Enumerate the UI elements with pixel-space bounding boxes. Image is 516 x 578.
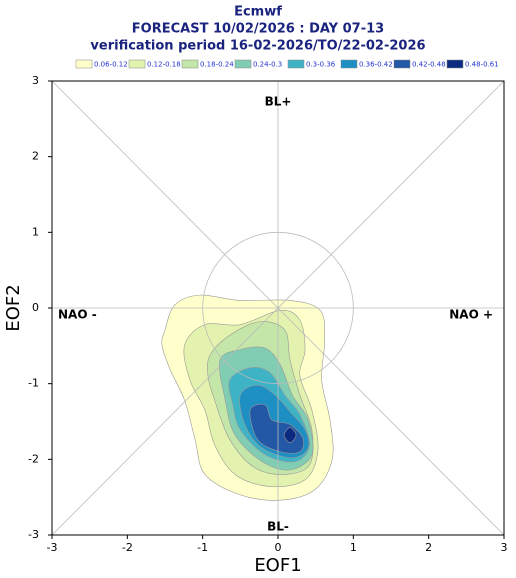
y-tick-label: -2 — [28, 452, 39, 465]
legend-label: 0.18-0.24 — [200, 61, 234, 69]
annotation: BL- — [267, 520, 289, 534]
legend-swatch — [75, 59, 93, 69]
legend-label: 0.12-0.18 — [147, 61, 181, 69]
period: verification period 16-02-2026/TO/22-02-… — [90, 39, 425, 54]
legend-label: 0.48-0.61 — [465, 61, 499, 69]
y-tick-label: 0 — [32, 301, 39, 314]
x-axis-label: EOF1 — [254, 555, 301, 576]
y-tick-label: -3 — [28, 528, 39, 541]
y-tick-label: 3 — [32, 74, 39, 87]
legend-label: 0.36-0.42 — [359, 61, 393, 69]
x-tick-label: 1 — [350, 541, 357, 554]
annotation: BL+ — [265, 95, 292, 109]
x-tick-label: 0 — [275, 541, 282, 554]
title: Ecmwf — [234, 5, 282, 20]
y-tick-label: -1 — [28, 377, 39, 390]
legend-swatch — [393, 59, 411, 69]
legend-swatch — [446, 59, 464, 69]
contour — [283, 427, 297, 443]
legend-swatch — [234, 59, 252, 69]
legend-swatch — [287, 59, 305, 69]
legend-label: 0.3-0.36 — [306, 61, 336, 69]
annotation: NAO - — [58, 308, 97, 322]
y-axis-label: EOF2 — [3, 284, 24, 331]
x-tick-label: -3 — [47, 541, 58, 554]
x-tick-label: -1 — [197, 541, 208, 554]
unit-circle — [202, 231, 354, 385]
subtitle: FORECAST 10/02/2026 : DAY 07-13 — [132, 22, 384, 37]
x-tick-label: -2 — [122, 541, 133, 554]
legend-swatch — [181, 59, 199, 69]
legend-label: 0.42-0.48 — [412, 61, 446, 69]
legend-label: 0.24-0.3 — [253, 61, 282, 69]
annotation: NAO + — [449, 308, 493, 322]
x-tick-label: 2 — [425, 541, 432, 554]
x-tick-label: 3 — [501, 541, 508, 554]
y-tick-label: 1 — [32, 225, 39, 238]
legend-label: 0.06-0.12 — [94, 61, 128, 69]
legend-swatch — [128, 59, 146, 69]
legend-swatch — [340, 59, 358, 69]
y-tick-label: 2 — [32, 150, 39, 163]
